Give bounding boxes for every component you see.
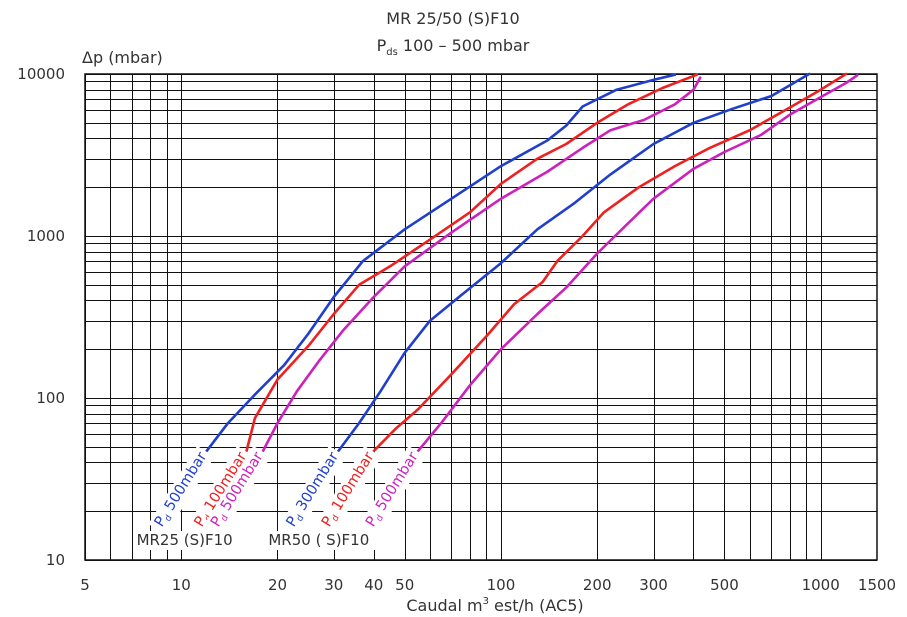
- x-tick-label: 5: [80, 576, 90, 594]
- chart-subtitle-prefix: P: [377, 36, 387, 55]
- x-tick-label: 100: [487, 576, 516, 594]
- x-tick-label: 10: [172, 576, 191, 594]
- group-label: MR50 ( S)F10: [268, 531, 369, 549]
- x-axis-label-superscript: 3: [483, 596, 489, 607]
- curve-label-backing: [188, 445, 255, 535]
- group-labels: MR25 (S)F10 MR50 ( S)F10: [133, 531, 392, 550]
- x-tick-label: 500: [710, 576, 739, 594]
- curve-label-subscript: d: [330, 513, 342, 523]
- curve-label-subscript: d: [375, 513, 387, 523]
- curve-label-backing: [315, 445, 382, 535]
- series-line: [205, 73, 677, 453]
- chart-subtitle: Pds 100 – 500 mbar: [377, 36, 530, 58]
- plot-frame: [84, 73, 878, 561]
- x-tick-label: 300: [639, 576, 668, 594]
- y-tick-label: 10000: [17, 65, 65, 83]
- curve-label-backing: [280, 445, 347, 535]
- y-axis-ticks: 10 100 1000 10000: [17, 65, 65, 569]
- x-tick-label: 30: [324, 576, 343, 594]
- series-lines: [205, 72, 859, 453]
- chart-title: MR 25/50 (S)F10: [386, 9, 519, 28]
- series-line: [337, 72, 811, 453]
- series-line: [245, 73, 699, 453]
- group-label-backing: [133, 531, 235, 550]
- x-axis-label-rest: est/h (AC5): [489, 596, 584, 615]
- chart-subtitle-subscript: ds: [386, 47, 398, 58]
- x-tick-label: 40: [364, 576, 383, 594]
- x-axis-ticks: 5 10 20 30 40 50 100 200 300 500 1000 1500: [80, 576, 896, 594]
- chart-subtitle-rest: 100 – 500 mbar: [398, 36, 530, 55]
- curve-label-subscript: d: [163, 513, 175, 523]
- grid: [84, 73, 878, 561]
- y-tick-label: 100: [36, 389, 65, 407]
- series-line: [416, 74, 859, 453]
- curve-label-backing: [148, 445, 215, 535]
- series-line: [372, 72, 848, 453]
- x-tick-label: 50: [395, 576, 414, 594]
- curve-label-subscript: d: [295, 513, 307, 523]
- group-label-backing: [265, 531, 392, 550]
- x-tick-label: 1500: [858, 576, 896, 594]
- y-tick-label: 10: [46, 551, 65, 569]
- series-line: [261, 76, 702, 453]
- x-tick-label: 20: [268, 576, 287, 594]
- curve-label-backing: [359, 445, 426, 535]
- x-axis-label-main: Caudal m: [406, 596, 482, 615]
- curve-label-subscript: d: [219, 513, 231, 523]
- curve-label-backing: [204, 445, 271, 535]
- group-label: MR25 (S)F10: [137, 531, 233, 549]
- x-tick-label: 200: [583, 576, 612, 594]
- x-tick-label: 1000: [802, 576, 840, 594]
- y-axis-label: Δp (mbar): [82, 48, 163, 67]
- y-tick-label: 1000: [27, 227, 65, 245]
- x-axis-label: Caudal m3 est/h (AC5): [406, 596, 583, 615]
